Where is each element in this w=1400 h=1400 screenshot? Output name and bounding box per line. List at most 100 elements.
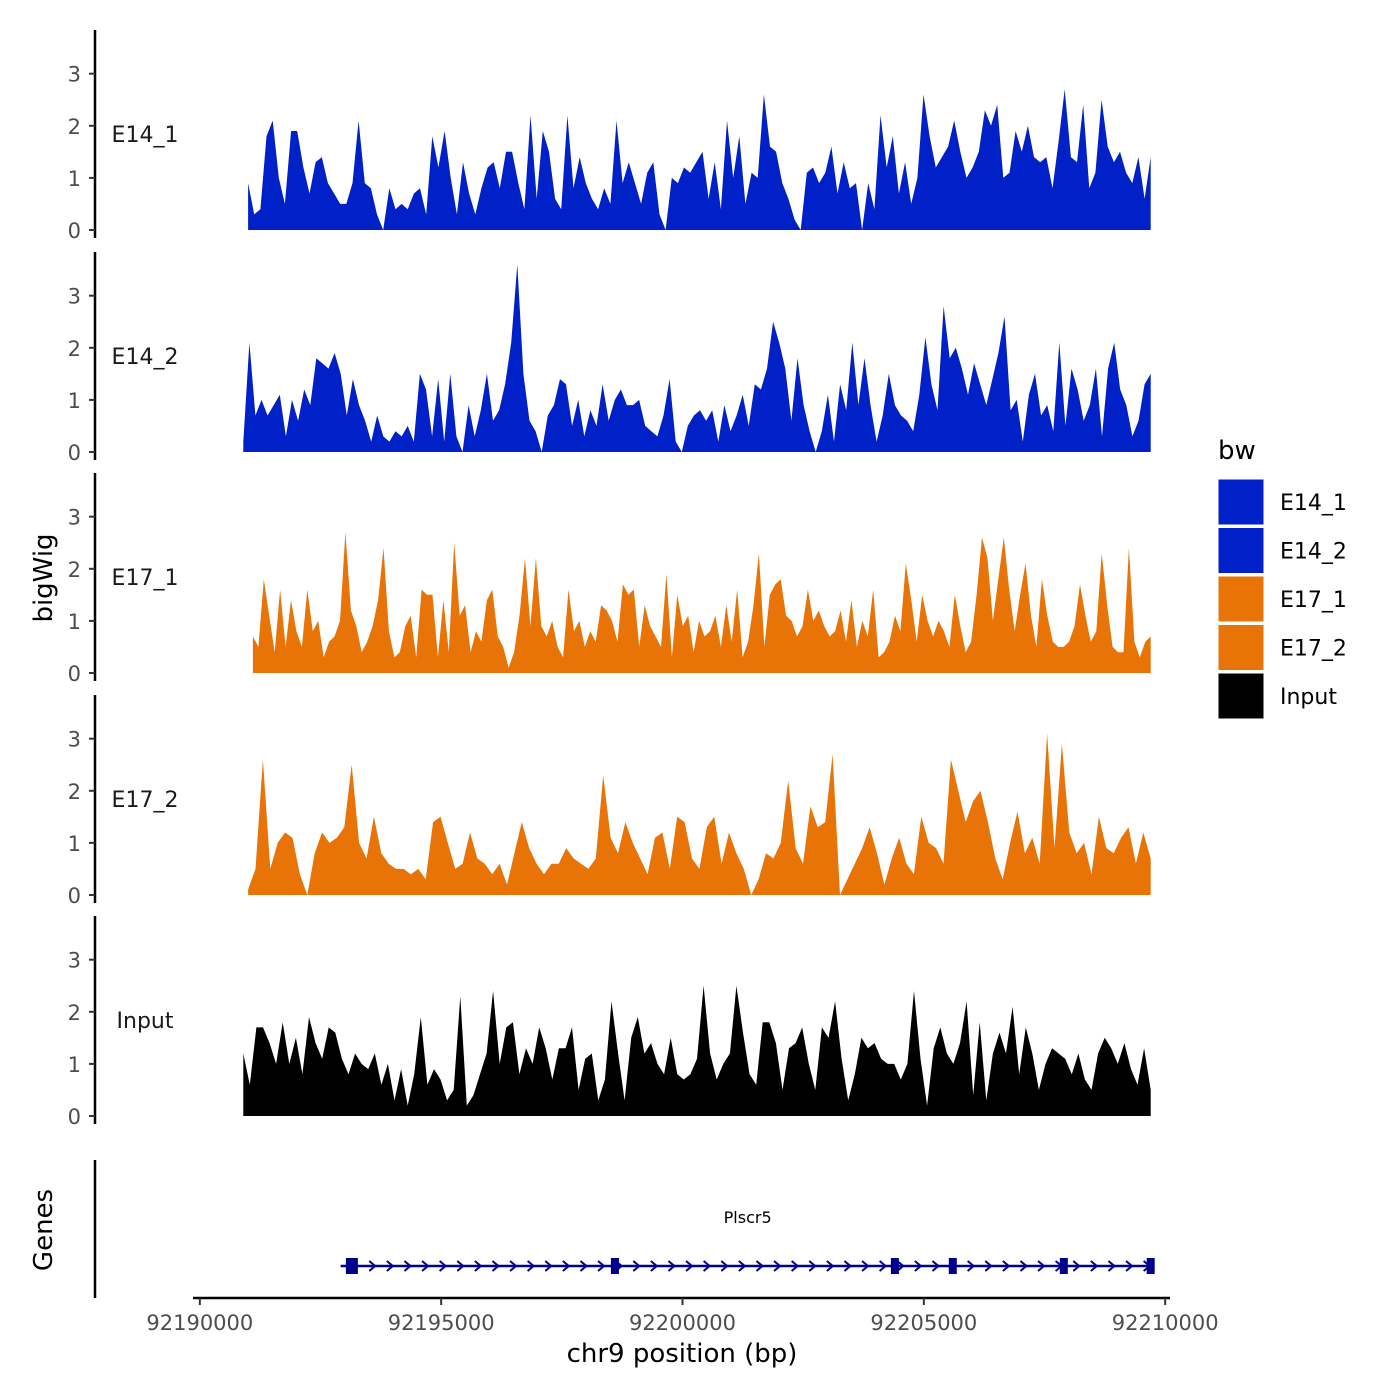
- legend: bw E14_1 E14_2 E17_1 E17_2 Input: [1217, 436, 1347, 720]
- strand-arrow: [1002, 1260, 1011, 1272]
- legend-swatch: [1217, 527, 1265, 574]
- strand-arrow: [386, 1260, 395, 1272]
- coverage-area: [252, 532, 1151, 673]
- strand-arrow: [667, 1260, 676, 1272]
- track-E17_2: 0 1 2 3 E17_2: [68, 695, 1151, 908]
- legend-swatch: [1217, 575, 1265, 623]
- strand-arrow: [738, 1260, 747, 1272]
- strand-arrow: [403, 1260, 412, 1272]
- strand-arrow: [544, 1260, 553, 1272]
- strand-arrow: [491, 1260, 500, 1272]
- genes-axis-title: Genes: [29, 1189, 59, 1271]
- strand-arrow: [597, 1260, 606, 1272]
- track-E14_1: 0 1 2 3 E14_1: [68, 30, 1151, 243]
- legend-swatch: [1217, 672, 1265, 720]
- strand-arrow: [878, 1260, 888, 1272]
- y-axis-title: bigWig: [29, 533, 59, 622]
- legend-title: bw: [1218, 436, 1256, 466]
- y-tick-label: 2: [68, 115, 81, 139]
- legend-label: Input: [1280, 685, 1337, 710]
- strand-arrow: [755, 1260, 764, 1272]
- y-tick-label: 0: [68, 884, 81, 908]
- strand-arrow: [632, 1260, 641, 1272]
- x-tick-label: 92200000: [629, 1311, 736, 1335]
- exon: [345, 1258, 358, 1274]
- coverage-area: [248, 733, 1151, 895]
- legend-swatch: [1217, 624, 1265, 671]
- genes-panel: Plscr5: [93, 1160, 1155, 1298]
- y-tick-label: 2: [68, 558, 81, 582]
- y-tick-label: 1: [68, 389, 81, 413]
- exon: [948, 1258, 957, 1274]
- y-tick-label: 2: [68, 337, 81, 361]
- strand-arrow: [702, 1260, 712, 1272]
- legend-label: E14_2: [1280, 540, 1347, 565]
- y-tick-label: 3: [68, 506, 81, 530]
- strand-arrow: [790, 1260, 800, 1272]
- y-tick-label: 1: [68, 1053, 81, 1077]
- strand-arrow: [1019, 1260, 1028, 1272]
- strand-arrow: [896, 1260, 905, 1272]
- strand-arrow: [1037, 1260, 1046, 1272]
- strand-arrow: [984, 1260, 993, 1272]
- y-tick-label: 0: [68, 1105, 81, 1129]
- coverage-area: [248, 89, 1151, 230]
- track-label: E14_1: [112, 123, 179, 148]
- gene-name: Plscr5: [724, 1208, 772, 1227]
- strand-arrow: [1107, 1260, 1116, 1272]
- y-tick-label: 0: [68, 662, 81, 686]
- exon: [1059, 1258, 1068, 1274]
- strand-arrow: [931, 1260, 940, 1272]
- strand-arrow: [1125, 1260, 1134, 1272]
- x-axis-title: chr9 position (bp): [567, 1339, 798, 1369]
- track-E17_1: 0 1 2 3 E17_1: [68, 473, 1151, 686]
- y-tick-label: 2: [68, 1001, 81, 1025]
- exon: [610, 1258, 619, 1274]
- y-tick-label: 0: [68, 441, 81, 465]
- legend-label: E17_2: [1280, 637, 1347, 662]
- y-tick-label: 0: [68, 219, 81, 243]
- strand-arrow: [914, 1260, 923, 1272]
- strand-arrow: [861, 1260, 870, 1272]
- legend-label: E14_1: [1280, 491, 1347, 516]
- track-Input: 0 1 2 3 Input: [68, 916, 1151, 1129]
- strand-arrow: [579, 1260, 588, 1272]
- exon: [1146, 1258, 1155, 1274]
- strand-arrow: [421, 1260, 430, 1272]
- strand-arrow: [773, 1260, 782, 1272]
- strand-arrow: [562, 1260, 571, 1272]
- y-tick-label: 1: [68, 832, 81, 856]
- y-tick-label: 3: [68, 63, 81, 87]
- strand-arrow: [808, 1260, 817, 1272]
- gene-model: Plscr5: [340, 1208, 1155, 1274]
- strand-arrow: [843, 1260, 852, 1272]
- y-tick-label: 3: [68, 949, 81, 973]
- strand-arrow: [966, 1260, 976, 1272]
- coverage-area: [243, 985, 1151, 1116]
- y-tick-label: 2: [68, 780, 81, 804]
- strand-arrow: [509, 1260, 518, 1272]
- strand-arrow: [474, 1260, 483, 1272]
- y-tick-label: 3: [68, 285, 81, 309]
- strand-arrow: [826, 1260, 835, 1272]
- coverage-area: [243, 264, 1151, 452]
- track-label: Input: [117, 1009, 174, 1034]
- x-axis: 92190000 92195000 92200000 92205000 92210000: [146, 1296, 1219, 1335]
- x-tick-label: 92210000: [1112, 1311, 1219, 1335]
- y-tick-label: 1: [68, 167, 81, 191]
- track-label: E14_2: [112, 345, 179, 370]
- strand-arrow: [456, 1260, 465, 1272]
- strand-arrow: [685, 1260, 694, 1272]
- legend-label: E17_1: [1280, 588, 1347, 613]
- track-label: E17_2: [112, 788, 179, 813]
- strand-arrow: [438, 1260, 448, 1272]
- y-tick-label: 3: [68, 728, 81, 752]
- x-tick-label: 92190000: [146, 1311, 253, 1335]
- exon: [890, 1258, 899, 1274]
- strand-arrow: [368, 1260, 377, 1272]
- track-E14_2: 0 1 2 3 E14_2: [68, 252, 1151, 465]
- track-panels: 0 1 2 3 E14_1 0 1 2 3 E14_2 0 1 2 3 E17_1 0 1 2 3 E17_2 0 1 2 3…: [68, 30, 1151, 1129]
- legend-swatch: [1217, 478, 1265, 526]
- x-tick-label: 92205000: [870, 1311, 977, 1335]
